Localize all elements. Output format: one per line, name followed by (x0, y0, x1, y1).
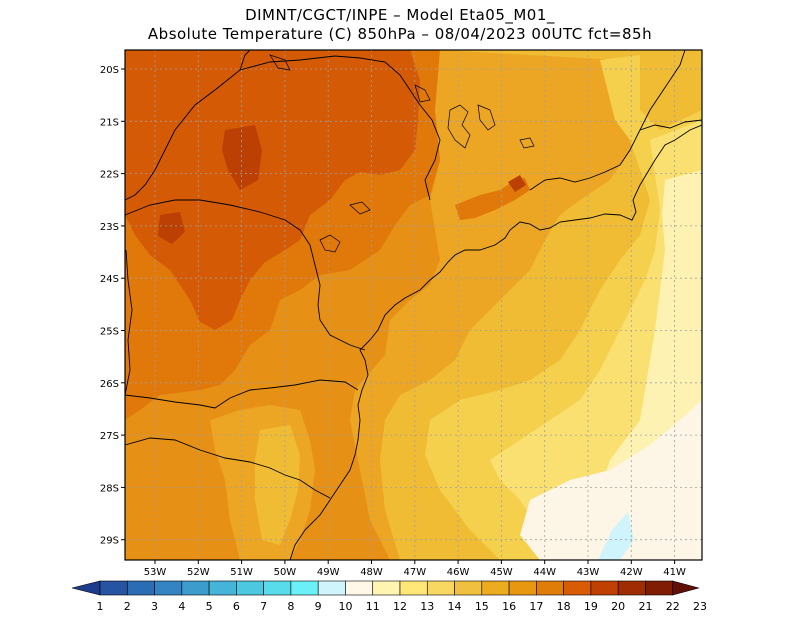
colorbar-swatch (590, 580, 619, 596)
latitude-axis: 20S 21S 22S 23S 24S 25S 26S 27S 28S 29S (100, 65, 125, 547)
lat-lon-grid (125, 50, 702, 560)
state-border-west (239, 50, 251, 71)
colorbar-label: 20 (611, 600, 625, 613)
colorbar-label: 23 (693, 600, 707, 613)
colorbar-swatch (181, 580, 210, 596)
field-20c-spot (158, 212, 185, 244)
colorbar-arrow-left (71, 580, 101, 596)
lon-tick-label: 50W (274, 567, 297, 578)
colorbar: 1 2 3 4 5 6 7 8 9 10 11 12 13 14 15 16 17 18 19 20 21 22 23 (71, 580, 707, 613)
lon-tick-label: 44W (533, 567, 556, 578)
lon-tick-label: 51W (230, 567, 253, 578)
colorbar-label: 5 (206, 600, 213, 613)
temperature-field (125, 50, 702, 560)
colorbar-swatch (290, 580, 319, 596)
lon-tick-label: 42W (620, 567, 643, 578)
field-10c (598, 512, 634, 560)
lon-tick-label: 41W (663, 567, 686, 578)
field-18c-coastal (455, 178, 530, 220)
lon-tick-label: 53W (144, 567, 167, 578)
lat-tick-label: 22S (100, 170, 119, 181)
colorbar-swatch (617, 580, 646, 596)
coastline (289, 124, 702, 560)
colorbar-label: 16 (502, 600, 516, 613)
colorbar-label: 1 (97, 600, 104, 613)
colorbar-swatch (399, 580, 428, 596)
state-border-sc (125, 379, 359, 409)
colorbar-label: 13 (420, 600, 434, 613)
chart-title-line-1: DIMNT/CGCT/INPE – Model Eta05_M01_ (245, 6, 555, 24)
state-border-rj-es (639, 119, 702, 131)
map-frame (124, 49, 703, 561)
longitude-axis: 53W 52W 51W 50W 49W 48W 47W 46W 45W 44W 43W 42W 41W (144, 560, 686, 578)
colorbar-label: 14 (448, 600, 462, 613)
colorbar-label: 9 (315, 600, 322, 613)
colorbar-swatch (426, 580, 455, 596)
colorbar-swatch (508, 580, 537, 596)
lat-tick-label: 28S (100, 483, 119, 494)
colorbar-label: 2 (124, 600, 131, 613)
lat-tick-label: 29S (100, 536, 119, 547)
lon-tick-label: 49W (317, 567, 340, 578)
river-parana (125, 249, 133, 396)
lon-tick-label: 46W (447, 567, 470, 578)
field-19c (125, 50, 420, 330)
colorbar-label: 22 (666, 600, 680, 613)
colorbar-swatch (99, 580, 128, 596)
colorbar-swatch (372, 580, 401, 596)
lon-tick-label: 43W (577, 567, 600, 578)
colorbar-swatch (345, 580, 374, 596)
colorbar-arrow-right (672, 580, 700, 596)
field-15c-south (255, 425, 300, 545)
state-border-rs (125, 437, 331, 499)
colorbar-swatch (317, 580, 346, 596)
colorbar-label: 21 (638, 600, 652, 613)
lon-tick-label: 45W (490, 567, 513, 578)
colorbar-label: 12 (393, 600, 407, 613)
colorbar-label: 18 (557, 600, 571, 613)
colorbar-label: 8 (287, 600, 294, 613)
colorbar-swatch (208, 580, 237, 596)
lon-tick-label: 52W (187, 567, 210, 578)
lon-tick-label: 47W (403, 567, 426, 578)
colorbar-swatch (236, 580, 264, 596)
chart-title-line-2: Absolute Temperature (C) 850hPa – 08/04/… (147, 25, 653, 43)
reservoirs (269, 54, 535, 253)
colorbar-label: 7 (260, 600, 267, 613)
colorbar-swatch (481, 580, 510, 596)
colorbar-label: 15 (475, 600, 489, 613)
colorbar-label: 3 (151, 600, 158, 613)
lat-tick-label: 24S (100, 274, 119, 285)
lon-tick-label: 48W (360, 567, 383, 578)
field-17c-south (150, 440, 215, 540)
state-border-mg-rj (529, 50, 686, 191)
lat-tick-label: 27S (100, 431, 119, 442)
colorbar-swatch (645, 580, 674, 596)
lat-tick-label: 26S (100, 379, 119, 390)
lat-tick-label: 23S (100, 222, 119, 233)
lat-tick-label: 21S (100, 117, 119, 128)
colorbar-swatch (454, 580, 483, 596)
colorbar-label: 10 (338, 600, 352, 613)
field-11c (520, 400, 702, 560)
colorbar-label: 19 (584, 600, 598, 613)
colorbar-label: 4 (178, 600, 185, 613)
field-20c-coastal (508, 175, 526, 192)
colorbar-label: 17 (529, 600, 543, 613)
colorbar-swatch (563, 580, 592, 596)
colorbar-swatch (154, 580, 183, 596)
colorbar-swatch (536, 580, 564, 596)
colorbar-label: 6 (233, 600, 240, 613)
boundaries (125, 50, 702, 560)
state-border-pr (125, 199, 366, 351)
lat-tick-label: 25S (100, 327, 119, 338)
colorbar-swatch (126, 580, 155, 596)
lat-tick-label: 20S (100, 65, 119, 76)
state-border-sp-mg (125, 55, 441, 201)
colorbar-label: 11 (366, 600, 380, 613)
colorbar-swatch (263, 580, 292, 596)
